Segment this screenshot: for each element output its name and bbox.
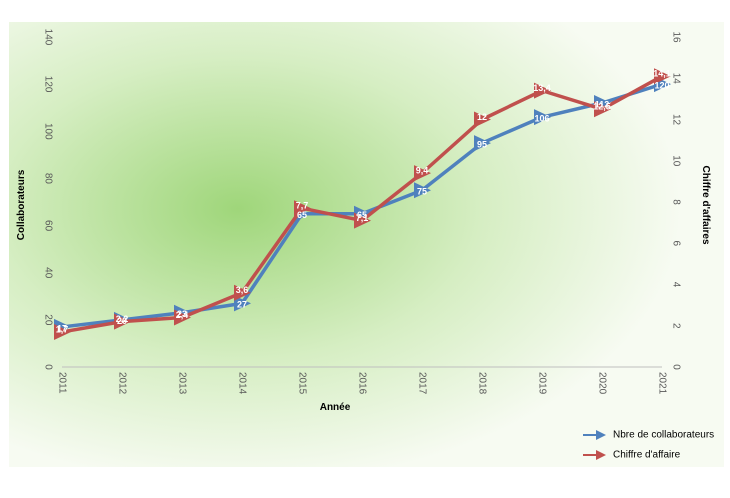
y-right-tick-label: 6 <box>670 240 681 246</box>
data-point-marker <box>54 323 71 340</box>
y-left-tick-label: 40 <box>42 267 53 279</box>
data-label: 112 <box>595 99 610 109</box>
data-point-marker <box>594 101 611 118</box>
y-left-tick-label: 100 <box>42 123 53 140</box>
data-label: 12 <box>477 112 487 122</box>
x-tick-label: 2015 <box>296 372 307 395</box>
x-tick-label: 2018 <box>476 372 487 395</box>
legend-marker <box>596 450 606 460</box>
data-label: 120 <box>654 81 669 91</box>
data-point-marker <box>114 313 131 330</box>
legend-label: Chiffre d'affaire <box>613 450 681 461</box>
x-tick-label: 2019 <box>536 372 547 395</box>
data-label: 2,2 <box>116 314 129 324</box>
data-label: 2,4 <box>176 310 189 320</box>
data-label: 12,5 <box>593 102 611 112</box>
y-left-tick-label: 0 <box>42 364 53 370</box>
y-right-tick-label: 8 <box>670 199 681 205</box>
data-label: 65 <box>297 210 307 220</box>
legend-label: Nbre de collaborateurs <box>613 430 714 441</box>
data-point-marker <box>534 82 551 99</box>
data-label: 20 <box>117 316 127 326</box>
legend-marker <box>596 430 606 440</box>
x-tick-label: 2017 <box>416 372 427 395</box>
y-right-tick-label: 2 <box>670 323 681 329</box>
data-point-marker <box>654 68 671 85</box>
y-left-tick-label: 20 <box>42 314 53 326</box>
data-point-marker <box>534 109 551 126</box>
y-right-tick-label: 14 <box>670 73 681 85</box>
y-right-tick-label: 4 <box>670 282 681 288</box>
data-label: 75 <box>417 187 427 197</box>
y-right-tick-label: 12 <box>670 114 681 126</box>
x-tick-label: 2016 <box>356 372 367 395</box>
data-label: 106 <box>534 114 549 124</box>
data-label: 17 <box>57 323 67 333</box>
data-label: 27 <box>237 300 247 310</box>
data-label: 13,4 <box>533 83 551 93</box>
data-point-marker <box>474 135 491 152</box>
x-axis-title: Année <box>320 402 351 413</box>
x-tick-label: 2014 <box>236 372 247 395</box>
y-right-tick-label: 16 <box>670 31 681 43</box>
x-tick-label: 2020 <box>596 372 607 395</box>
data-label: 23 <box>177 309 187 319</box>
data-point-marker <box>414 182 431 199</box>
data-point-marker <box>234 284 251 301</box>
data-label: 7,1 <box>356 213 369 223</box>
data-label: 3,6 <box>236 285 249 295</box>
y-left-tick-label: 140 <box>42 29 53 46</box>
x-tick-label: 2011 <box>56 372 67 394</box>
x-tick-label: 2013 <box>176 372 187 395</box>
x-tick-label: 2021 <box>656 372 667 395</box>
data-point-marker <box>234 295 251 312</box>
y-left-tick-label: 120 <box>42 76 53 93</box>
data-label: 9,4 <box>416 166 429 176</box>
data-label: 1,7 <box>56 324 69 334</box>
y-right-tick-label: 10 <box>670 155 681 167</box>
y-right-tick-label: 0 <box>670 364 681 370</box>
x-tick-label: 2012 <box>116 372 127 395</box>
data-label: 14,1 <box>653 69 671 79</box>
y-right-axis-title: Chiffre d'affaires <box>700 165 711 245</box>
y-left-axis-title: Collaborateurs <box>16 169 27 240</box>
chart-background <box>9 22 724 467</box>
data-label: 65 <box>357 210 367 220</box>
y-left-tick-label: 60 <box>42 220 53 232</box>
data-point-marker <box>294 200 311 217</box>
data-point-marker <box>474 111 491 128</box>
data-label: 7,7 <box>296 201 309 211</box>
y-left-tick-label: 80 <box>42 173 53 185</box>
data-point-marker <box>414 165 431 182</box>
data-point-marker <box>174 309 191 326</box>
data-label: 95 <box>477 139 487 149</box>
data-point-marker <box>354 212 371 229</box>
